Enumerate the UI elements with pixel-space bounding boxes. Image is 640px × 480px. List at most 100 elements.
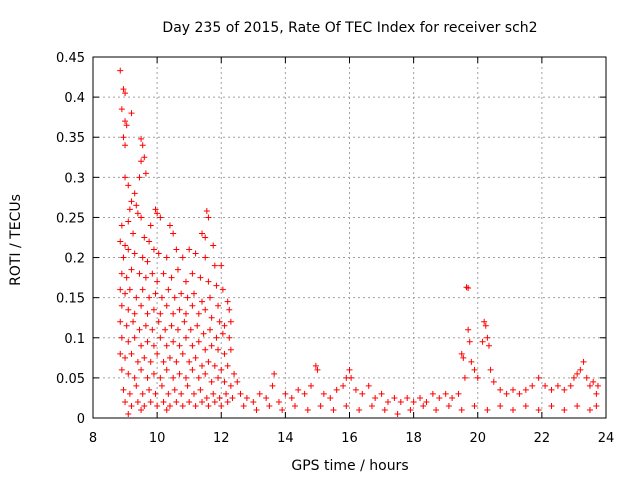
data-point — [122, 290, 129, 297]
data-point — [548, 386, 555, 393]
data-point — [465, 326, 472, 333]
data-point — [445, 402, 452, 409]
grid — [93, 57, 606, 418]
data-point — [133, 202, 140, 209]
data-point — [160, 358, 167, 365]
data-point — [182, 374, 189, 381]
data-point — [474, 374, 481, 381]
data-point — [205, 402, 212, 409]
data-point — [269, 382, 276, 389]
data-point — [433, 406, 440, 413]
data-point — [458, 350, 465, 357]
data-point — [163, 342, 170, 349]
data-point — [211, 262, 218, 269]
data-point — [147, 398, 154, 405]
data-point — [522, 402, 529, 409]
data-point — [226, 334, 233, 341]
data-point — [218, 402, 225, 409]
data-point — [138, 214, 145, 221]
data-point — [510, 386, 517, 393]
data-point — [192, 354, 199, 361]
data-point — [213, 334, 220, 341]
data-point — [154, 278, 161, 285]
x-tick-label: 16 — [341, 431, 358, 446]
data-point — [117, 286, 124, 293]
data-point — [181, 318, 188, 325]
data-point — [381, 406, 388, 413]
data-point — [136, 326, 143, 333]
data-point — [138, 342, 145, 349]
data-point — [120, 386, 127, 393]
data-point — [125, 246, 132, 253]
x-tick-label: 20 — [469, 431, 486, 446]
data-point — [455, 390, 462, 397]
data-point — [346, 366, 353, 373]
data-point — [368, 402, 375, 409]
data-point — [157, 310, 164, 317]
data-point — [471, 402, 478, 409]
data-point — [120, 254, 127, 261]
data-point — [197, 274, 204, 281]
data-point — [442, 390, 449, 397]
data-point — [152, 290, 159, 297]
data-point — [195, 374, 202, 381]
data-point — [144, 258, 151, 265]
data-point — [224, 298, 231, 305]
data-point — [192, 402, 199, 409]
data-point — [282, 390, 289, 397]
data-point — [340, 382, 347, 389]
data-point — [154, 210, 161, 217]
data-point — [503, 390, 510, 397]
data-point — [131, 190, 138, 197]
chart-title: Day 235 of 2015, Rate Of TEC Index for r… — [162, 20, 537, 36]
data-point — [131, 334, 138, 341]
data-point — [131, 250, 138, 257]
data-point — [202, 234, 209, 241]
data-point — [224, 362, 231, 369]
data-point — [182, 334, 189, 341]
data-point — [210, 390, 217, 397]
data-point — [577, 366, 584, 373]
data-point — [529, 382, 536, 389]
data-point — [184, 294, 191, 301]
data-point — [229, 394, 236, 401]
data-point — [157, 334, 164, 341]
data-point — [125, 218, 132, 225]
data-point — [218, 366, 225, 373]
data-point — [420, 402, 427, 409]
data-point — [120, 134, 127, 141]
data-point — [182, 278, 189, 285]
data-point — [192, 250, 199, 257]
data-point — [199, 298, 206, 305]
data-point — [160, 398, 167, 405]
data-point — [221, 378, 228, 385]
data-point — [170, 374, 177, 381]
data-point — [231, 370, 238, 377]
data-point — [436, 394, 443, 401]
data-point — [138, 158, 145, 165]
y-tick-label: 0.25 — [56, 211, 85, 226]
data-point — [497, 386, 504, 393]
data-point — [150, 342, 157, 349]
y-tick-label: 0.2 — [64, 252, 85, 267]
data-point — [308, 382, 315, 389]
data-point — [190, 290, 197, 297]
y-tick-label: 0.35 — [56, 131, 85, 146]
data-point — [179, 350, 186, 357]
data-point — [574, 370, 581, 377]
data-point — [174, 326, 181, 333]
x-tick-label: 22 — [534, 431, 551, 446]
data-point — [122, 398, 129, 405]
data-point — [158, 294, 165, 301]
data-point — [397, 398, 404, 405]
data-point — [123, 274, 130, 281]
data-point — [136, 270, 143, 277]
data-point — [189, 270, 196, 277]
data-point — [548, 402, 555, 409]
data-point — [263, 394, 270, 401]
data-point — [199, 398, 206, 405]
data-point — [593, 390, 600, 397]
data-point — [586, 406, 593, 413]
x-tick-label: 12 — [213, 431, 230, 446]
x-axis-title: GPS time / hours — [291, 458, 408, 474]
